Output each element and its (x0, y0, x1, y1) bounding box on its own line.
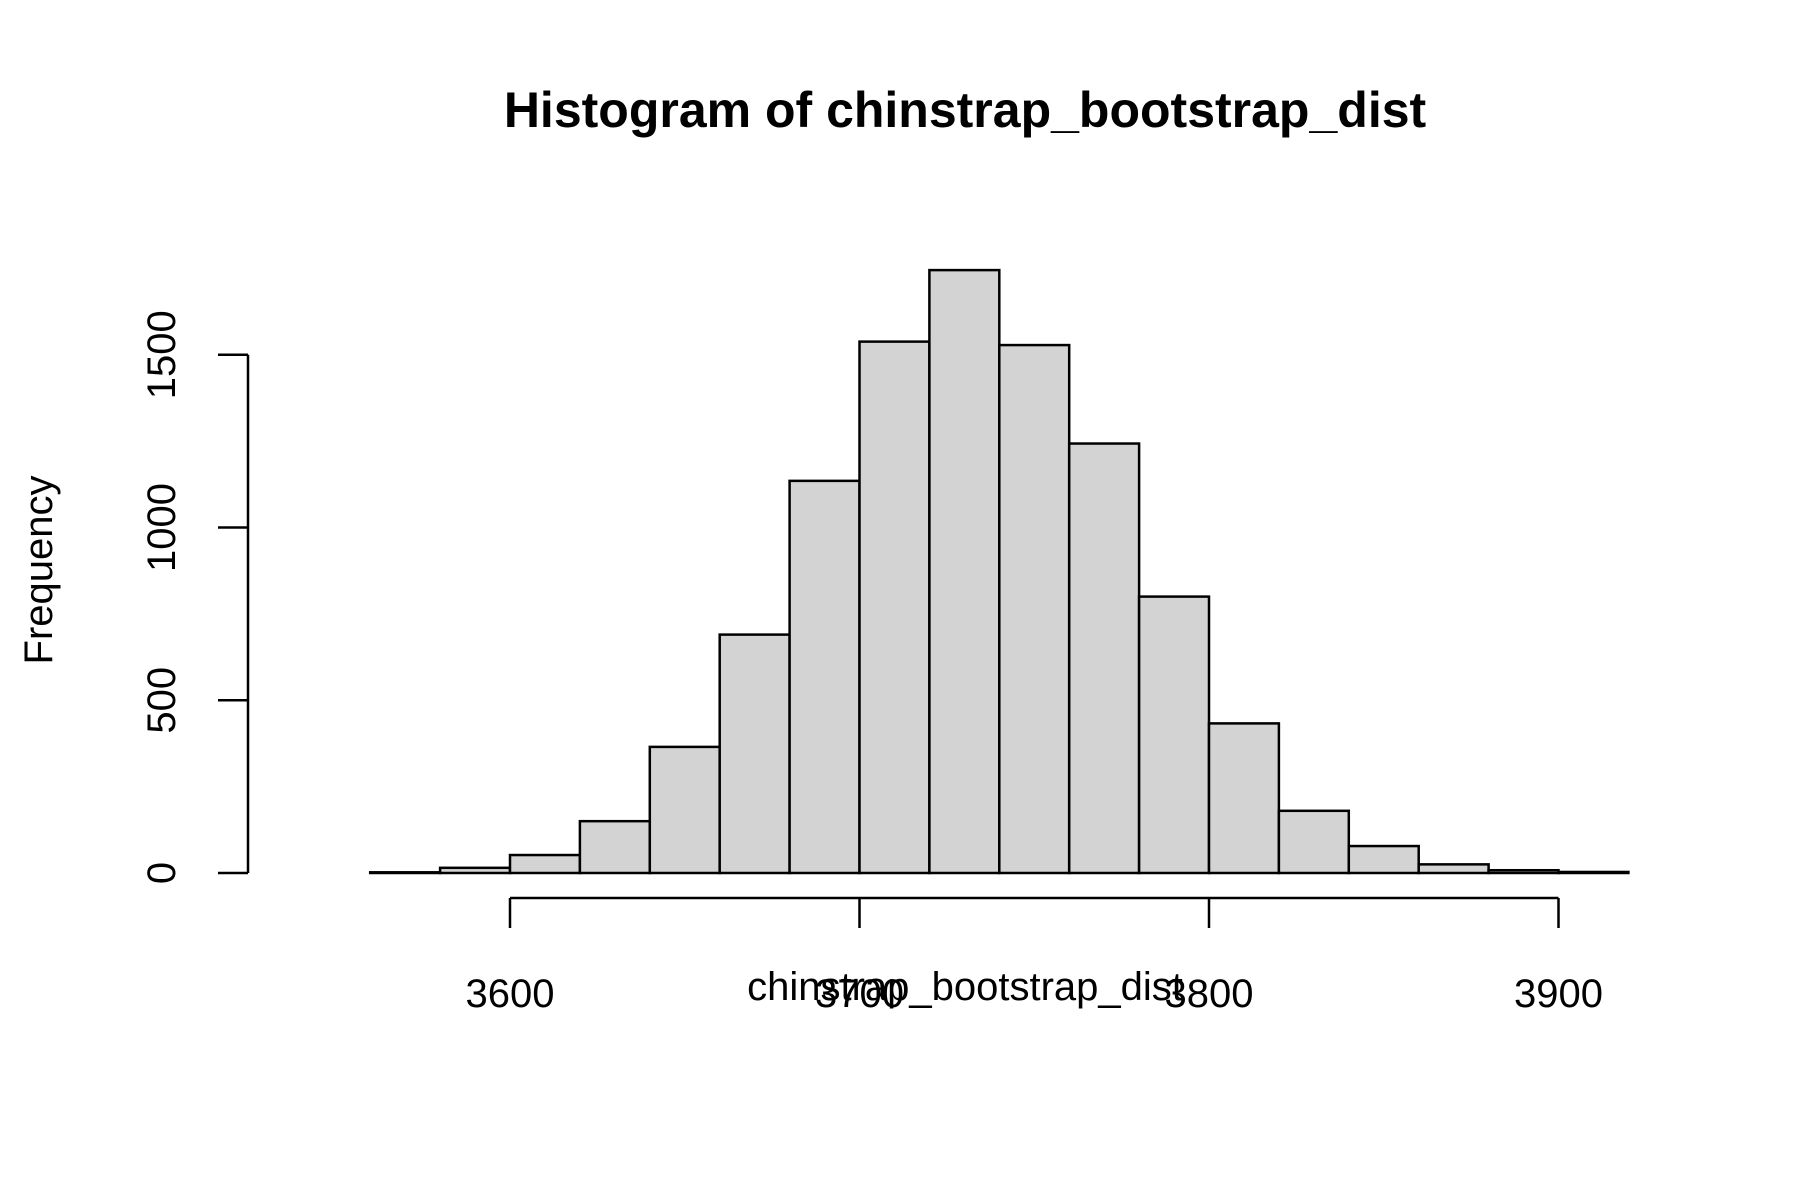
y-axis-label: Frequency (17, 476, 61, 665)
histogram-bar (1347, 844, 1420, 875)
histogram-bar (1487, 868, 1560, 875)
histogram-bar (1277, 809, 1351, 875)
histogram-bar (1067, 442, 1141, 875)
histogram-bar (718, 633, 791, 875)
histogram-bar (928, 268, 1001, 875)
x-tick-label: 3900 (1514, 972, 1603, 1016)
histogram-bar (1207, 722, 1281, 875)
y-tick-label: 500 (140, 667, 184, 734)
x-tick-label: 3800 (1165, 972, 1254, 1016)
x-axis: 3600 3700 3800 3900 (466, 896, 1603, 1016)
histogram-bar (858, 340, 931, 875)
histogram-bar (998, 343, 1071, 875)
histogram-bar (1137, 595, 1211, 875)
bars-group (368, 268, 1630, 875)
chart-title: Histogram of chinstrap_bootstrap_dist (504, 82, 1427, 138)
histogram-bar (368, 871, 442, 875)
y-tick-label: 1000 (140, 483, 184, 572)
histogram-bar (1417, 863, 1490, 875)
histogram-bar (438, 866, 512, 875)
y-tick-label: 1500 (140, 310, 184, 399)
x-tick-label: 3700 (815, 972, 904, 1016)
y-axis: 0 500 1000 1500 (140, 310, 250, 884)
y-tick-label: 0 (140, 862, 184, 884)
x-axis-label: chinstrap_bootstrap_dist (747, 965, 1183, 1009)
histogram-bar (788, 479, 861, 875)
histogram-bar (508, 853, 582, 875)
histogram-bar (1557, 870, 1630, 875)
histogram-bar (648, 745, 721, 875)
x-tick-label: 3600 (466, 972, 555, 1016)
histogram-bar (578, 819, 652, 875)
